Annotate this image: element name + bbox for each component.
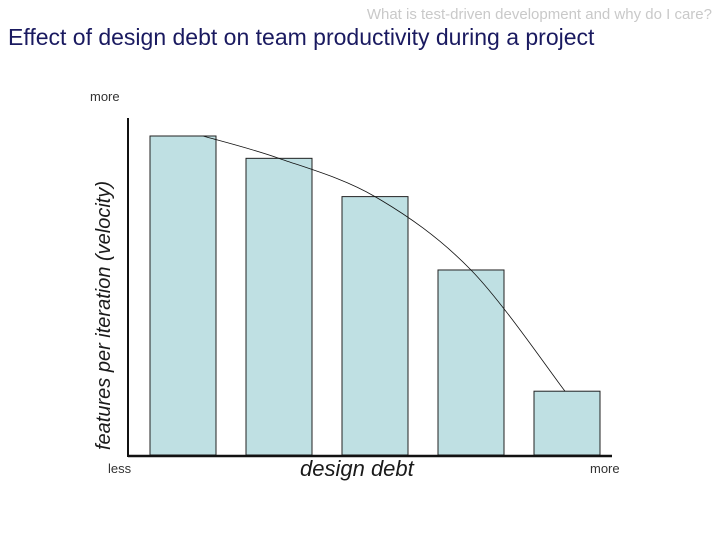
bar-2 — [245, 157, 313, 456]
bar-4 — [437, 269, 505, 456]
bars-group — [149, 135, 601, 456]
bar-1 — [149, 135, 217, 456]
x-axis-left-label: less — [108, 461, 132, 476]
bar-5 — [533, 390, 601, 456]
bar-3 — [341, 196, 409, 456]
trend-curve — [202, 135, 566, 392]
x-axis-right-label: more — [590, 461, 620, 476]
y-axis-title: features per iteration (velocity) — [93, 180, 115, 450]
x-axis-title: design debt — [300, 456, 414, 481]
y-axis-top-label: more — [90, 89, 120, 104]
slide-header-note: What is test-driven development and why … — [366, 6, 712, 23]
slide-title: Effect of design debt on team productivi… — [8, 24, 595, 50]
